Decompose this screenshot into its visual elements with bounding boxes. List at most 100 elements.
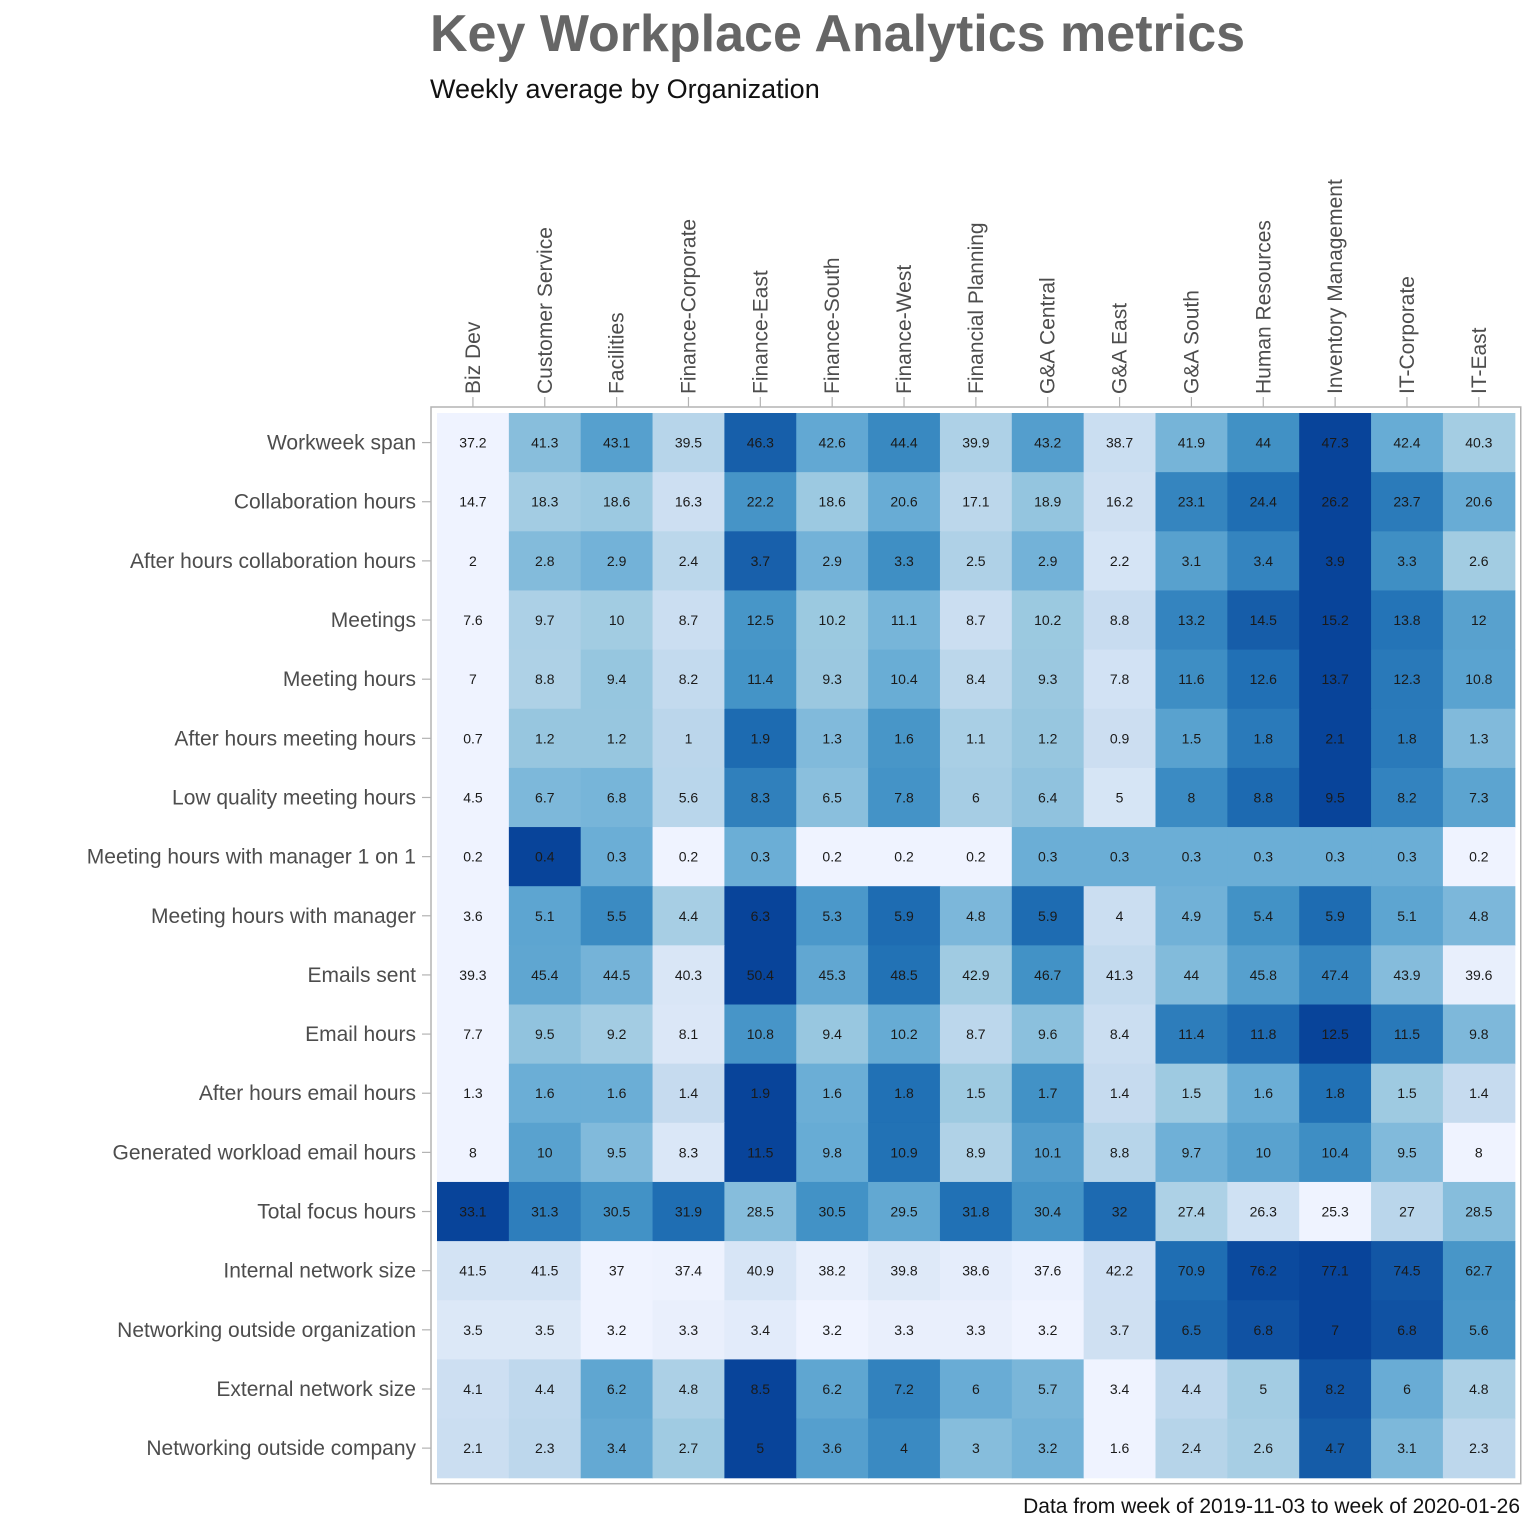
heatmap-cell bbox=[580, 472, 654, 532]
cell-value: 9.5 bbox=[535, 1026, 555, 1042]
cell-value: 3.3 bbox=[894, 1322, 914, 1338]
heatmap-cell bbox=[1227, 1241, 1300, 1301]
cell-value: 39.6 bbox=[1465, 967, 1492, 983]
heatmap-cell bbox=[580, 590, 654, 651]
heatmap-cell bbox=[1371, 945, 1444, 1006]
cell-value: 44 bbox=[1255, 435, 1271, 451]
heatmap-cell bbox=[1011, 531, 1085, 592]
heatmap-cell bbox=[1155, 827, 1228, 887]
heatmap-cell bbox=[437, 413, 510, 473]
heatmap-cell bbox=[1227, 827, 1300, 887]
heatmap-cell bbox=[508, 1004, 582, 1065]
cell-value: 42.4 bbox=[1393, 435, 1420, 451]
cell-value: 10.4 bbox=[1321, 1144, 1348, 1160]
cell-value: 25.3 bbox=[1321, 1204, 1348, 1220]
cell-value: 7.3 bbox=[1469, 789, 1489, 805]
cell-value: 50.4 bbox=[747, 967, 774, 983]
cell-value: 3.5 bbox=[463, 1322, 483, 1338]
cell-value: 12.3 bbox=[1393, 671, 1420, 687]
heatmap-cell bbox=[508, 1300, 582, 1360]
heatmap-cell bbox=[580, 649, 654, 710]
cell-value: 2.6 bbox=[1469, 553, 1489, 569]
cell-value: 37.6 bbox=[1034, 1263, 1061, 1279]
heatmap-cell bbox=[580, 827, 654, 887]
cell-value: 1.5 bbox=[1182, 730, 1202, 746]
cell-value: 8 bbox=[1188, 789, 1196, 805]
heatmap-cell bbox=[1011, 1063, 1085, 1124]
heatmap-cell bbox=[1083, 1300, 1157, 1360]
column-label: Finance-Corporate bbox=[677, 219, 700, 394]
heatmap-cell bbox=[1227, 1300, 1300, 1360]
cell-value: 6.2 bbox=[607, 1381, 627, 1397]
cell-value: 74.5 bbox=[1393, 1263, 1420, 1279]
heatmap-cell bbox=[1227, 945, 1300, 1006]
heatmap-cell bbox=[437, 1181, 510, 1242]
cell-value: 10 bbox=[1255, 1144, 1271, 1160]
cell-value: 5 bbox=[1116, 789, 1124, 805]
cell-value: 32 bbox=[1112, 1204, 1128, 1220]
cell-value: 9.3 bbox=[1038, 671, 1058, 687]
row-label: Total focus hours bbox=[257, 1201, 416, 1224]
heatmap-cell bbox=[1299, 1122, 1372, 1183]
heatmap-cell bbox=[1155, 1122, 1228, 1183]
cell-value: 0.3 bbox=[751, 849, 771, 865]
heatmap-cell bbox=[508, 1241, 582, 1301]
heatmap-cell bbox=[652, 827, 725, 887]
heatmap-cell bbox=[1227, 1181, 1300, 1242]
heatmap-cell bbox=[1371, 1122, 1444, 1183]
heatmap-cell bbox=[939, 590, 1013, 651]
cell-value: 1.2 bbox=[1038, 730, 1058, 746]
cell-value: 9.4 bbox=[822, 1026, 842, 1042]
cell-value: 27.4 bbox=[1178, 1204, 1205, 1220]
heatmap-cell bbox=[939, 708, 1013, 769]
cell-value: 47.4 bbox=[1321, 967, 1348, 983]
heatmap-cell bbox=[724, 827, 797, 887]
cell-value: 1.4 bbox=[1110, 1085, 1130, 1101]
heatmap-cells bbox=[437, 413, 1516, 1479]
cell-value: 7.6 bbox=[463, 612, 483, 628]
cell-value: 46.3 bbox=[747, 435, 774, 451]
heatmap-cell bbox=[652, 1122, 725, 1183]
heatmap-cell bbox=[652, 945, 725, 1006]
cell-value: 13.7 bbox=[1321, 671, 1348, 687]
heatmap-cell bbox=[1299, 1300, 1372, 1360]
cell-value: 30.5 bbox=[603, 1204, 630, 1220]
cell-value: 40.3 bbox=[675, 967, 702, 983]
cell-value: 77.1 bbox=[1321, 1263, 1348, 1279]
heatmap-cell bbox=[1155, 767, 1228, 828]
row-label: Emails sent bbox=[307, 964, 416, 987]
heatmap-cell bbox=[508, 413, 582, 473]
heatmap-cell bbox=[652, 1004, 725, 1065]
heatmap-cell bbox=[1371, 767, 1444, 828]
cell-value: 1.4 bbox=[679, 1085, 699, 1101]
heatmap-cell bbox=[437, 1122, 510, 1183]
heatmap-cell bbox=[1083, 1181, 1157, 1242]
heatmap-cell bbox=[1155, 413, 1228, 473]
heatmap-cell bbox=[939, 1181, 1013, 1242]
heatmap-cell bbox=[796, 531, 869, 592]
heatmap-cell bbox=[652, 1063, 725, 1124]
cell-value: 2.9 bbox=[1038, 553, 1058, 569]
heatmap-cell bbox=[1155, 1241, 1228, 1301]
heatmap-cell bbox=[796, 1063, 869, 1124]
cell-value: 6.8 bbox=[1254, 1322, 1274, 1338]
heatmap-cell bbox=[724, 649, 797, 710]
cell-value: 26.3 bbox=[1250, 1204, 1277, 1220]
heatmap-cell bbox=[508, 886, 582, 946]
heatmap-cell bbox=[580, 945, 654, 1006]
heatmap-cell bbox=[1011, 649, 1085, 710]
heatmap-cell bbox=[580, 1241, 654, 1301]
cell-value: 8.8 bbox=[1110, 1144, 1130, 1160]
cell-value: 1 bbox=[685, 730, 693, 746]
heatmap-cell bbox=[796, 945, 869, 1006]
heatmap-cell bbox=[508, 472, 582, 532]
cell-value: 45.3 bbox=[819, 967, 846, 983]
row-label: After hours collaboration hours bbox=[130, 550, 416, 573]
heatmap-cell bbox=[1371, 590, 1444, 651]
cell-value: 4.1 bbox=[463, 1381, 483, 1397]
column-label: Finance-East bbox=[749, 270, 772, 394]
heatmap-cell bbox=[1011, 708, 1085, 769]
cell-value: 7.8 bbox=[1110, 671, 1130, 687]
heatmap-cell bbox=[1442, 413, 1516, 473]
cell-value: 0.2 bbox=[679, 849, 699, 865]
